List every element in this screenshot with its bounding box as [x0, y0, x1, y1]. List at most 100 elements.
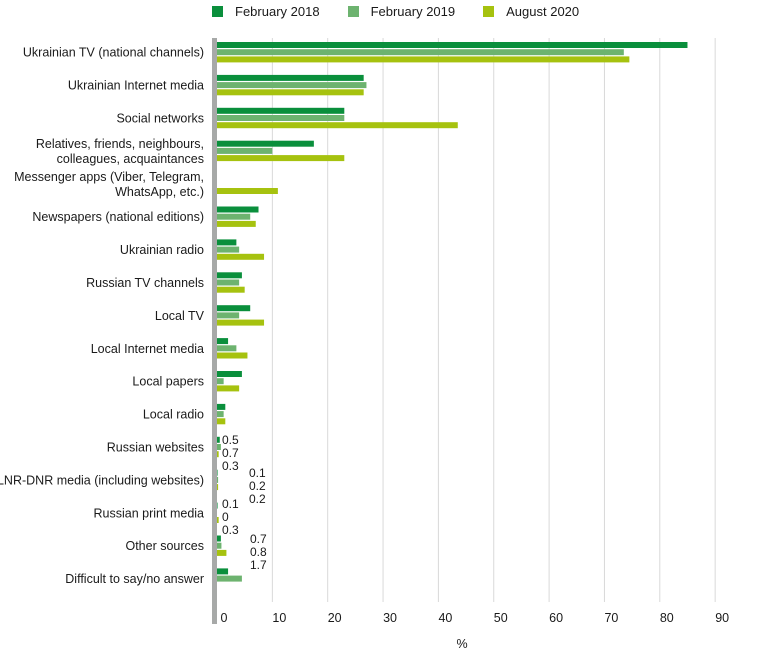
legend-swatch	[483, 6, 495, 17]
bar	[217, 107, 345, 114]
x-tick-label: 60	[549, 611, 563, 625]
legend-label: February 2018	[235, 4, 320, 19]
bar	[217, 253, 265, 260]
data-label: 0.3	[222, 459, 239, 473]
bar	[217, 140, 314, 147]
category-label: colleagues, acquaintances	[57, 152, 204, 166]
legend-label: February 2019	[370, 4, 456, 19]
category-label: Ukrainian Internet media	[68, 79, 204, 93]
category-label: Ukrainian radio	[120, 243, 204, 257]
category-label: Russian print media	[94, 506, 205, 520]
data-label: 1.7	[250, 558, 267, 572]
category-label: Ukrainian TV (national channels)	[23, 46, 204, 60]
bar	[217, 213, 251, 220]
bar	[217, 305, 251, 312]
bar	[217, 352, 248, 359]
bar	[217, 42, 688, 48]
legend-item: February 2018	[212, 4, 320, 19]
chart-legend: February 2018 February 2019 August 2020	[212, 4, 607, 19]
category-label: Difficult to say/no answer	[65, 572, 204, 586]
data-label: 0.1	[249, 466, 266, 480]
legend-swatch	[212, 6, 223, 17]
bar	[217, 279, 240, 286]
bar	[217, 418, 226, 425]
bar	[217, 502, 218, 509]
category-label: Relatives, friends, neighbours,	[36, 137, 204, 151]
data-label: 0.1	[222, 497, 239, 511]
category-label: Social networks	[116, 112, 204, 126]
legend-item: August 2020	[483, 4, 579, 19]
x-tick-label: 50	[494, 611, 508, 625]
bar	[217, 115, 345, 121]
bar	[217, 444, 221, 450]
category-label: Messenger apps (Viber, Telegram,	[14, 170, 204, 184]
bar	[217, 371, 242, 377]
category-label: Local radio	[143, 408, 204, 422]
bar	[217, 345, 237, 352]
bar	[217, 568, 229, 575]
bar	[217, 74, 364, 81]
bar	[217, 338, 229, 345]
data-label: 0.7	[250, 532, 267, 546]
bar	[217, 155, 345, 162]
category-label: Local TV	[155, 309, 205, 323]
bar	[217, 312, 240, 319]
bar	[217, 49, 624, 56]
category-label: Local Internet media	[91, 342, 204, 356]
category-label: Other sources	[125, 539, 204, 553]
category-label: Local papers	[132, 375, 204, 389]
data-label: 0.8	[250, 545, 267, 559]
legend-item: February 2019	[347, 4, 456, 19]
data-label: 0.7	[222, 446, 239, 460]
data-label: 0	[222, 510, 229, 524]
category-label: WhatsApp, etc.)	[115, 185, 204, 199]
bar	[217, 476, 219, 483]
bar	[217, 122, 458, 129]
bar	[217, 469, 218, 476]
data-label: 0.5	[222, 433, 239, 447]
bar	[217, 147, 273, 154]
y-axis-line	[212, 38, 217, 624]
legend-label: August 2020	[506, 4, 580, 19]
bar	[217, 319, 265, 326]
x-tick-label: 20	[328, 611, 342, 625]
data-label: 0.3	[222, 523, 239, 537]
bar	[217, 82, 367, 89]
category-label: LNR-DNR media (including websites)	[0, 473, 204, 487]
bar	[217, 286, 245, 293]
bar	[217, 411, 224, 418]
x-tick-label: 70	[604, 611, 618, 625]
data-label: 0.2	[249, 492, 266, 506]
legend-swatch	[347, 6, 359, 17]
bar	[217, 206, 259, 213]
x-tick-label: 30	[383, 611, 397, 625]
x-tick-label: 10	[272, 611, 286, 625]
bar	[217, 188, 278, 194]
bar	[217, 436, 220, 443]
bar	[217, 378, 224, 385]
bar	[217, 451, 219, 458]
bar	[217, 575, 242, 582]
bar	[217, 220, 256, 227]
x-tick-label: 40	[438, 611, 452, 625]
x-tick-label: 80	[660, 611, 674, 625]
bar	[217, 246, 240, 253]
category-label: Russian TV channels	[86, 276, 204, 290]
x-tick-label: 90	[715, 611, 729, 625]
bar	[217, 403, 226, 410]
x-axis-label: %	[456, 637, 467, 651]
bar	[217, 56, 630, 63]
bar	[217, 272, 242, 279]
bar	[217, 89, 364, 96]
bar	[217, 549, 227, 556]
data-label: 0.2	[249, 479, 266, 493]
bar	[217, 535, 221, 542]
category-label: Newspapers (national editions)	[32, 210, 204, 224]
bar	[217, 484, 219, 491]
category-label: Russian websites	[107, 441, 204, 455]
bar	[217, 385, 240, 392]
bar	[217, 239, 237, 246]
x-tick-label: 0	[221, 611, 228, 625]
bar	[217, 542, 222, 549]
